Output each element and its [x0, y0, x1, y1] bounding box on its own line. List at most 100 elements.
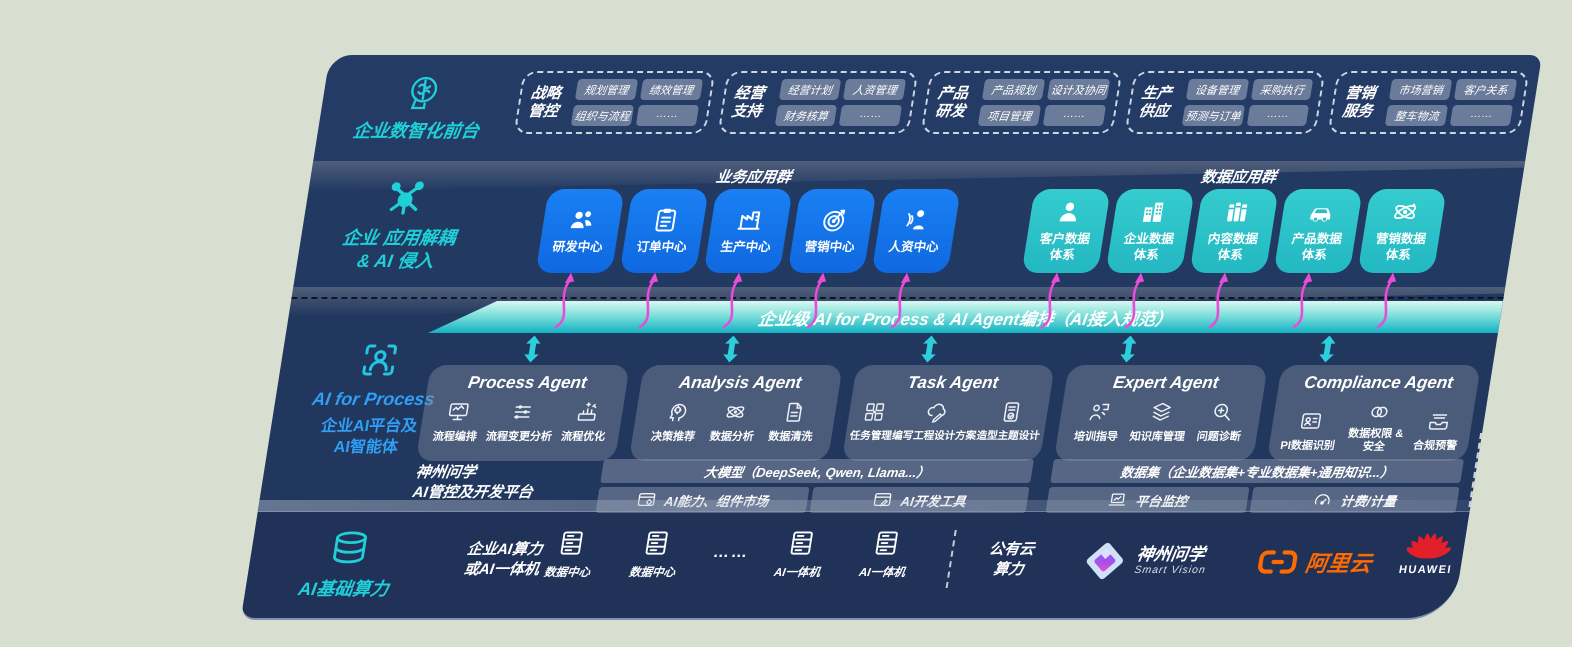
app-production-center: 生产中心 [703, 189, 793, 273]
front-office-groups: 战略管控 规划管理 绩效管理 组织与流程 …… 经营支持 经营计划 人资管理 财… [513, 71, 1530, 134]
target-icon [823, 209, 846, 232]
data-product: 产品数据 体系 [1273, 189, 1363, 273]
data-enterprise: 企业数据 体系 [1105, 189, 1195, 273]
model-bar: 大模型（DeepSeek, Qwen, Llama...） [600, 459, 1035, 483]
group-strategy: 战略管控 规划管理 绩效管理 组织与流程 …… [513, 71, 716, 134]
app-order-center: 订单中心 [619, 189, 709, 273]
module-pill: 人资管理 [843, 79, 907, 100]
agent-capability: 流程编排 [432, 400, 483, 444]
agent-capability: 流程变更分析 [485, 400, 558, 444]
data-customer: 客户数据 体系 [1021, 189, 1111, 273]
app-label: 人资中心 [887, 240, 940, 255]
users-icon [570, 211, 592, 229]
layers-icon [1152, 402, 1171, 421]
double-arrow [921, 335, 938, 363]
sliders-icon [514, 405, 532, 419]
server-icon [560, 531, 583, 555]
module-pill: 设计及协同 [1046, 79, 1110, 100]
clean-doc-icon [786, 402, 802, 422]
group-supply: 生产供应 设备管理 采购执行 预测与订单 …… [1124, 71, 1326, 134]
node-ai-appliance: AI一体机 [839, 528, 931, 580]
trainer-icon [1089, 403, 1110, 421]
group-marketing: 营销服务 市场营销 客户关系 整车物流 …… [1327, 71, 1530, 134]
app-label: 订单中心 [635, 240, 688, 255]
atom-icon [1394, 203, 1417, 220]
compliance-agent-card: Compliance Agent PI数据识别 数据权限 & 安全 合规预警 [1266, 365, 1481, 462]
data-apps-title: 数据应用群 [1199, 169, 1278, 186]
module-pill: 采购执行 [1250, 79, 1314, 100]
ai-platform-label-2: AI智能体 [332, 439, 400, 457]
app-label: 内容数据 体系 [1206, 232, 1259, 262]
agent-capability: 合规预警 [1412, 409, 1463, 453]
module-pill: 项目管理 [977, 105, 1042, 126]
vendor-name: HUAWEI [1397, 564, 1453, 576]
front-office-label: 企业数智化前台 [351, 121, 481, 142]
module-pill: …… [1246, 105, 1310, 126]
ai-bus-bar: 企业级 AI for Process & AI Agent编排（AI接入规范） [428, 301, 1503, 333]
module-pill: …… [635, 105, 699, 126]
agent-capability: 编写工程设计方案 [891, 400, 982, 443]
double-arrow [524, 335, 541, 363]
agent-capability: 决策推荐 [650, 400, 701, 444]
agent-title: Analysis Agent [677, 373, 803, 392]
app-label: 生产中心 [719, 240, 772, 255]
app-label: 营销中心 [803, 240, 856, 255]
app-layer-band: 企业 应用解耦 & AI 侵入 业务应用群 数据应用群 研发中心 订单中心 [293, 161, 1526, 329]
module-pill: 市场营销 [1389, 79, 1453, 100]
infra-label: AI基础算力 [296, 579, 390, 600]
dataset-bar: 数据集（企业数据集+专业数据集+通用知识...） [1050, 459, 1465, 483]
infra-rail: AI基础算力 [241, 512, 454, 618]
architecture-diagram: 企业数智化前台 战略管控 规划管理 绩效管理 组织与流程 …… 经营支持 经营计… [240, 55, 1543, 620]
module-pill: …… [1449, 105, 1514, 126]
group-product: 产品研发 产品规划 设计及协同 项目管理 …… [920, 71, 1123, 134]
vendor-name: 阿里云 [1303, 551, 1374, 576]
double-arrow [1319, 335, 1336, 363]
app-layer-label-1: 企业 应用解耦 [340, 228, 458, 248]
tablet-check-icon [1003, 402, 1020, 422]
infra-band: AI基础算力 企业AI算力 或AI一体机 数据中心 数据中心 …… AI一体机 … [240, 511, 1470, 620]
agent-capability: 任务管理 [849, 400, 898, 443]
front-office-band: 企业数智化前台 战略管控 规划管理 绩效管理 组织与流程 …… 经营支持 经营计… [313, 55, 1543, 161]
vendor-aliyun: 阿里云 [1255, 546, 1374, 578]
server-icon [875, 531, 898, 555]
dashed-divider [945, 530, 957, 588]
vendor-huawei: HUAWEI [1389, 528, 1467, 576]
module-pill: 经营计划 [778, 79, 842, 100]
huawei-logo-icon [1405, 533, 1453, 559]
agent-capability: PI数据识别 [1279, 409, 1340, 453]
app-layer-rail: 企业 应用解耦 & AI 侵入 [293, 161, 509, 287]
aliyun-logo-icon [1258, 550, 1298, 574]
module-pill: 整车物流 [1385, 105, 1449, 126]
module-pill: 产品规划 [982, 79, 1046, 100]
server-icon [790, 531, 813, 555]
module-pill: 财务核算 [774, 105, 838, 126]
agent-capability: 知识库管理 [1129, 400, 1191, 444]
module-pill: 组织与流程 [570, 105, 634, 126]
monitor-wave-icon [449, 403, 469, 421]
app-label: 产品数据 体系 [1290, 232, 1343, 262]
app-hr-center: 人资中心 [871, 189, 961, 273]
agent-capability: 数据清洗 [767, 400, 818, 444]
app-label: 研发中心 [551, 240, 604, 255]
node-datacenter: 数据中心 [609, 528, 701, 580]
clipboard-icon [655, 208, 677, 232]
app-label: 客户数据 体系 [1038, 232, 1091, 262]
double-arrow [1120, 335, 1137, 363]
front-office-rail: 企业数智化前台 [313, 55, 526, 161]
scan-person-icon [362, 344, 398, 376]
person-motion-icon [906, 210, 925, 230]
business-apps-title: 业务应用群 [714, 169, 793, 186]
smartvision-logo-icon [1086, 542, 1123, 580]
ai-platform-band: AI for Process 企业AI平台及 AI智能体 企业级 AI for … [257, 287, 1506, 513]
agent-capability: 培训指导 [1073, 400, 1124, 444]
module-pill: …… [839, 105, 903, 126]
server-icon [645, 531, 668, 555]
agent-capability: 造型主题设计 [975, 400, 1045, 443]
vendor-smartvision: 神州问学 Smart Vision [1078, 538, 1211, 584]
agent-title: Task Agent [906, 373, 1000, 392]
module-pill: 规划管理 [574, 79, 638, 100]
node-ai-appliance: AI一体机 [754, 528, 846, 580]
module-pill: …… [1042, 105, 1106, 126]
decision-head-icon [669, 403, 687, 422]
group-title: 营销服务 [1341, 84, 1377, 120]
